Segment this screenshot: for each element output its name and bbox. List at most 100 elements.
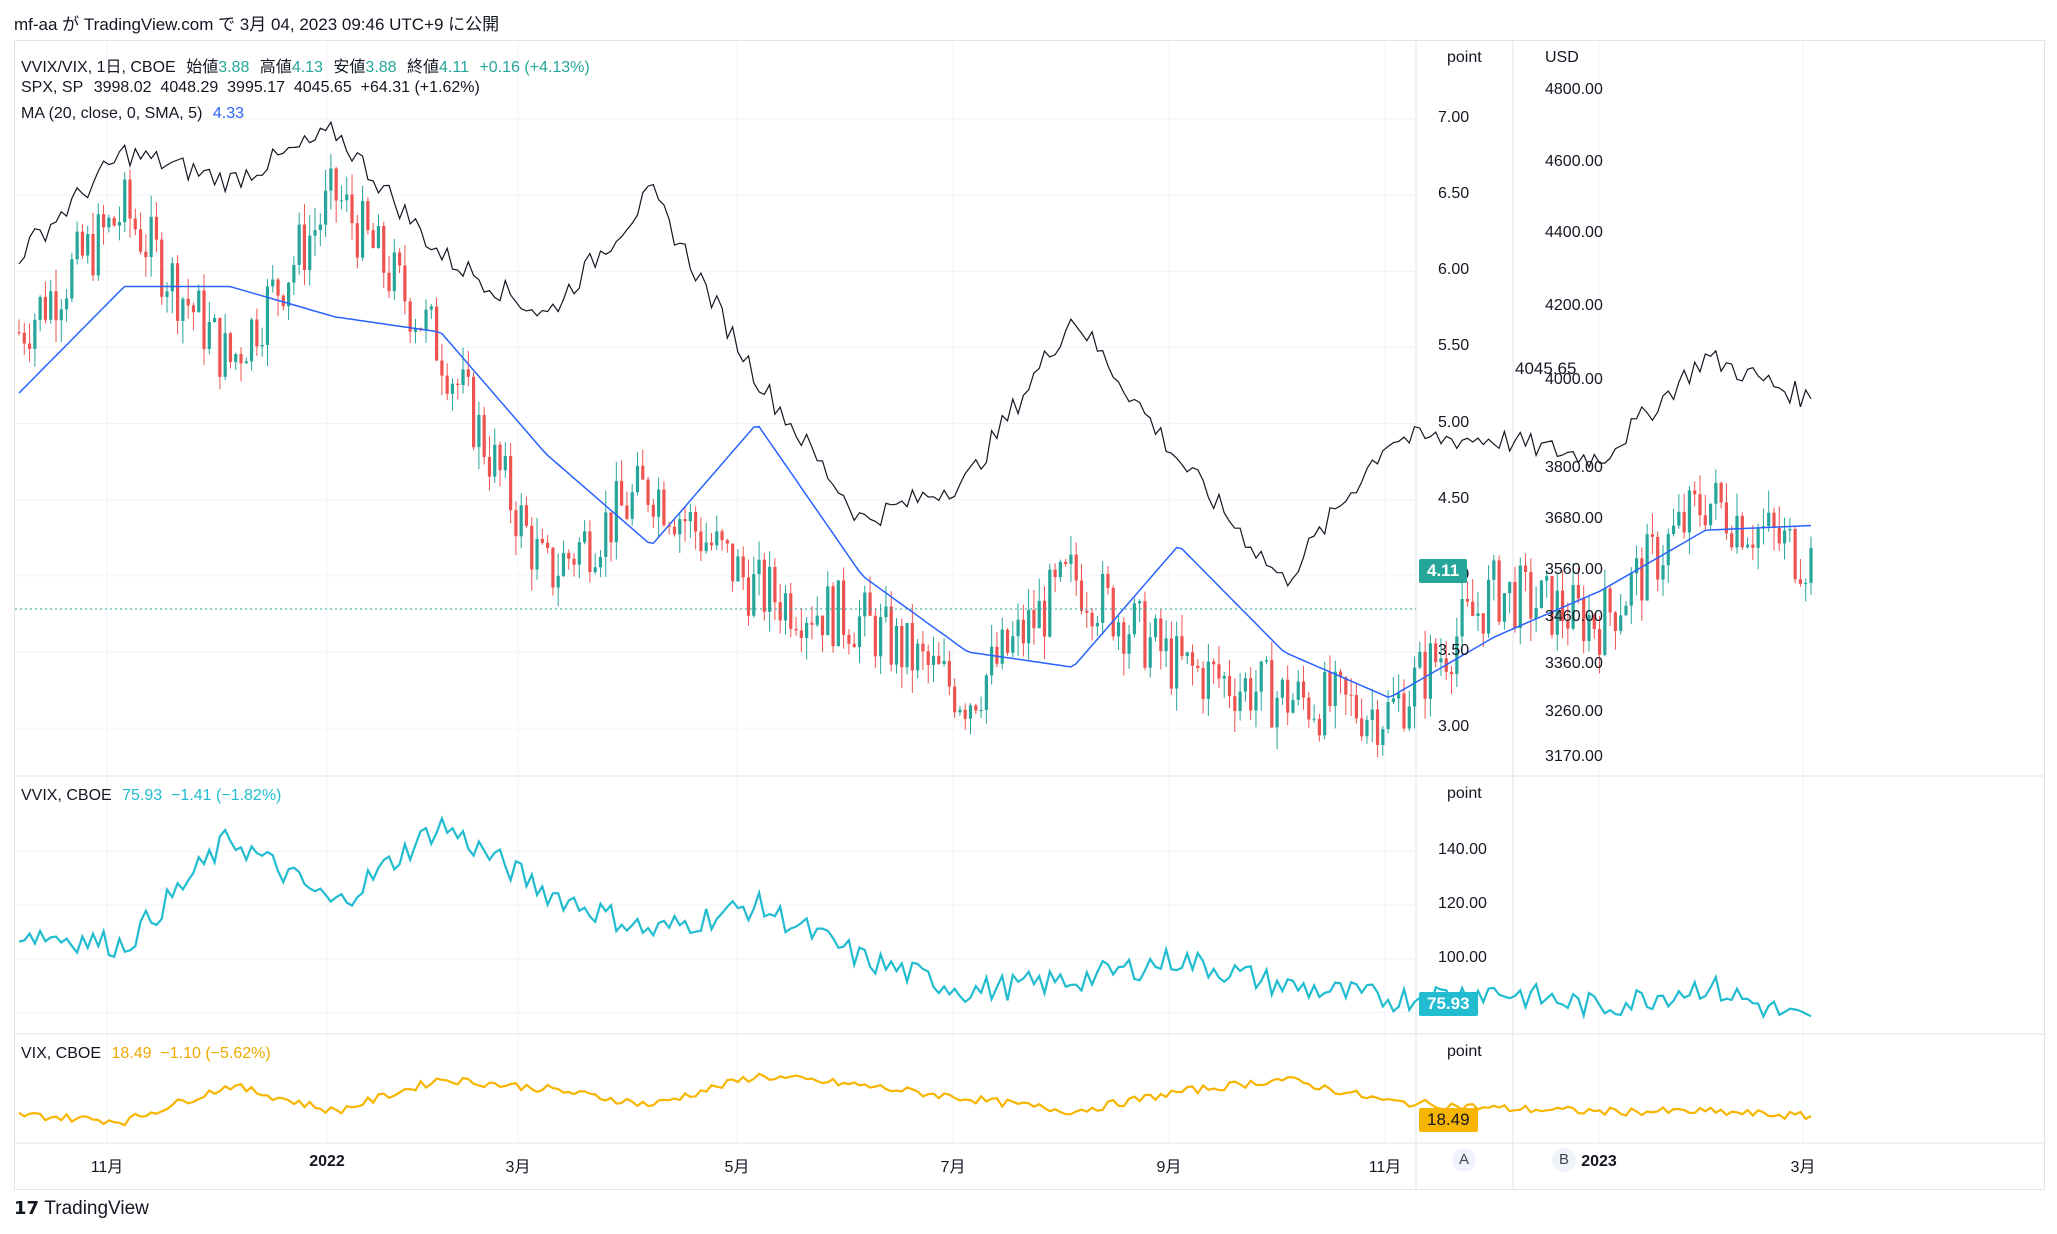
candle-body bbox=[1206, 661, 1210, 699]
candle-body bbox=[598, 556, 603, 568]
candle-body bbox=[33, 319, 37, 349]
candle-body bbox=[1560, 590, 1565, 621]
candle-body bbox=[1545, 576, 1549, 581]
candle-body bbox=[1492, 560, 1496, 580]
candle-body bbox=[1476, 613, 1480, 616]
candle-body bbox=[165, 291, 169, 297]
candle-body bbox=[281, 295, 285, 307]
ma-line bbox=[18, 285, 1812, 699]
candle-body bbox=[947, 660, 951, 687]
candle-body bbox=[815, 615, 819, 625]
candle-body bbox=[509, 455, 513, 511]
candle-body bbox=[683, 519, 687, 522]
candle-body bbox=[1238, 691, 1242, 711]
candle-body bbox=[123, 179, 127, 223]
time-tick: 11月 bbox=[1368, 1159, 1402, 1176]
candle-body bbox=[1582, 598, 1586, 641]
candle-body bbox=[1148, 637, 1152, 668]
candle-body bbox=[614, 481, 618, 543]
candle-body bbox=[1164, 638, 1168, 652]
pane-dividers bbox=[15, 41, 2044, 1189]
candle-body bbox=[1782, 530, 1787, 544]
legend-close: 4.11 bbox=[439, 59, 469, 76]
candle-body bbox=[609, 512, 613, 543]
ratio-tick: 7.00 bbox=[1438, 108, 1470, 126]
candle-body bbox=[271, 279, 275, 287]
candle-body bbox=[22, 332, 26, 344]
candle-body bbox=[1481, 613, 1485, 634]
candle-body bbox=[657, 489, 661, 517]
candle-body bbox=[831, 586, 835, 647]
candle-body bbox=[1693, 490, 1697, 495]
candle-body bbox=[1455, 636, 1459, 675]
legend-high-label: 高値 bbox=[259, 59, 292, 76]
candle-body bbox=[984, 675, 988, 711]
candle-body bbox=[1291, 699, 1295, 713]
candle-body bbox=[1354, 695, 1358, 719]
candle-body bbox=[450, 383, 455, 394]
candle-body bbox=[482, 414, 486, 458]
candle-body bbox=[1064, 561, 1068, 564]
candle-body bbox=[1407, 706, 1411, 729]
candle-body bbox=[1301, 681, 1306, 698]
candle-body bbox=[1016, 619, 1020, 637]
candle-body bbox=[17, 332, 21, 334]
scale-a-button[interactable]: A bbox=[1452, 1148, 1476, 1172]
legend-spx-symbol: SPX, SP bbox=[21, 79, 84, 96]
candle-body bbox=[297, 224, 301, 265]
candle-body bbox=[1111, 587, 1115, 637]
legend-spx: SPX, SP 3998.02 4048.29 3995.17 4045.65 … bbox=[21, 79, 486, 97]
candle-body bbox=[1587, 614, 1591, 641]
candle-body bbox=[995, 646, 999, 664]
candle-body bbox=[1412, 667, 1417, 707]
chart-frame: VVIX/VIX, 1日, CBOE 始値3.88 高値4.13 安値3.88 … bbox=[14, 40, 2045, 1190]
candle-body bbox=[1740, 515, 1744, 548]
time-tick: 3月 bbox=[505, 1159, 531, 1176]
candle-body bbox=[218, 317, 222, 377]
candle-body bbox=[403, 265, 407, 302]
candle-body bbox=[519, 505, 523, 537]
candle-body bbox=[709, 542, 714, 546]
candle-body bbox=[154, 216, 159, 240]
ratio-last-tag: 4.11 bbox=[1419, 559, 1468, 583]
candle-body bbox=[820, 615, 825, 636]
candle-body bbox=[953, 686, 957, 713]
candle-body bbox=[630, 492, 634, 519]
candle-body bbox=[1724, 502, 1729, 534]
candle-body bbox=[1264, 660, 1269, 662]
candle-body bbox=[1243, 678, 1247, 692]
candle-body bbox=[487, 457, 492, 477]
vvix-axis-unit: point bbox=[1447, 785, 1482, 802]
candle-body bbox=[1809, 547, 1813, 583]
legend-open: 3.88 bbox=[218, 59, 250, 76]
candle-body bbox=[889, 606, 893, 665]
candle-body bbox=[149, 216, 153, 258]
candle-body bbox=[1666, 533, 1670, 566]
time-tick: 2023 bbox=[1581, 1153, 1617, 1170]
candle-body bbox=[175, 263, 180, 321]
candle-body bbox=[1391, 698, 1395, 703]
candle-body bbox=[794, 628, 798, 631]
candle-body bbox=[1460, 598, 1464, 637]
candle-body bbox=[302, 224, 307, 271]
candle-body bbox=[376, 226, 381, 248]
candle-body bbox=[323, 190, 328, 225]
candle-body bbox=[762, 559, 766, 612]
candle-body bbox=[1095, 622, 1099, 627]
candle-body bbox=[1508, 581, 1512, 594]
ratio-tick: 5.00 bbox=[1438, 413, 1470, 431]
candle-body bbox=[1259, 661, 1263, 692]
candle-body bbox=[1529, 571, 1533, 619]
candle-body bbox=[477, 414, 481, 448]
candle-body bbox=[1011, 636, 1015, 653]
scale-b-button[interactable]: B bbox=[1552, 1148, 1576, 1172]
candle-body bbox=[1079, 580, 1084, 611]
candle-body bbox=[868, 592, 872, 616]
candle-body bbox=[202, 290, 206, 350]
ratio-tick: 3.50 bbox=[1438, 642, 1470, 659]
candle-body bbox=[117, 222, 122, 226]
usd-tick: 3460.00 bbox=[1545, 608, 1603, 625]
candle-body bbox=[789, 593, 793, 629]
usd-axis-unit: USD bbox=[1545, 49, 1579, 66]
legend-spx-values: 3998.02 4048.29 3995.17 4045.65 +64.31 (… bbox=[93, 79, 480, 96]
